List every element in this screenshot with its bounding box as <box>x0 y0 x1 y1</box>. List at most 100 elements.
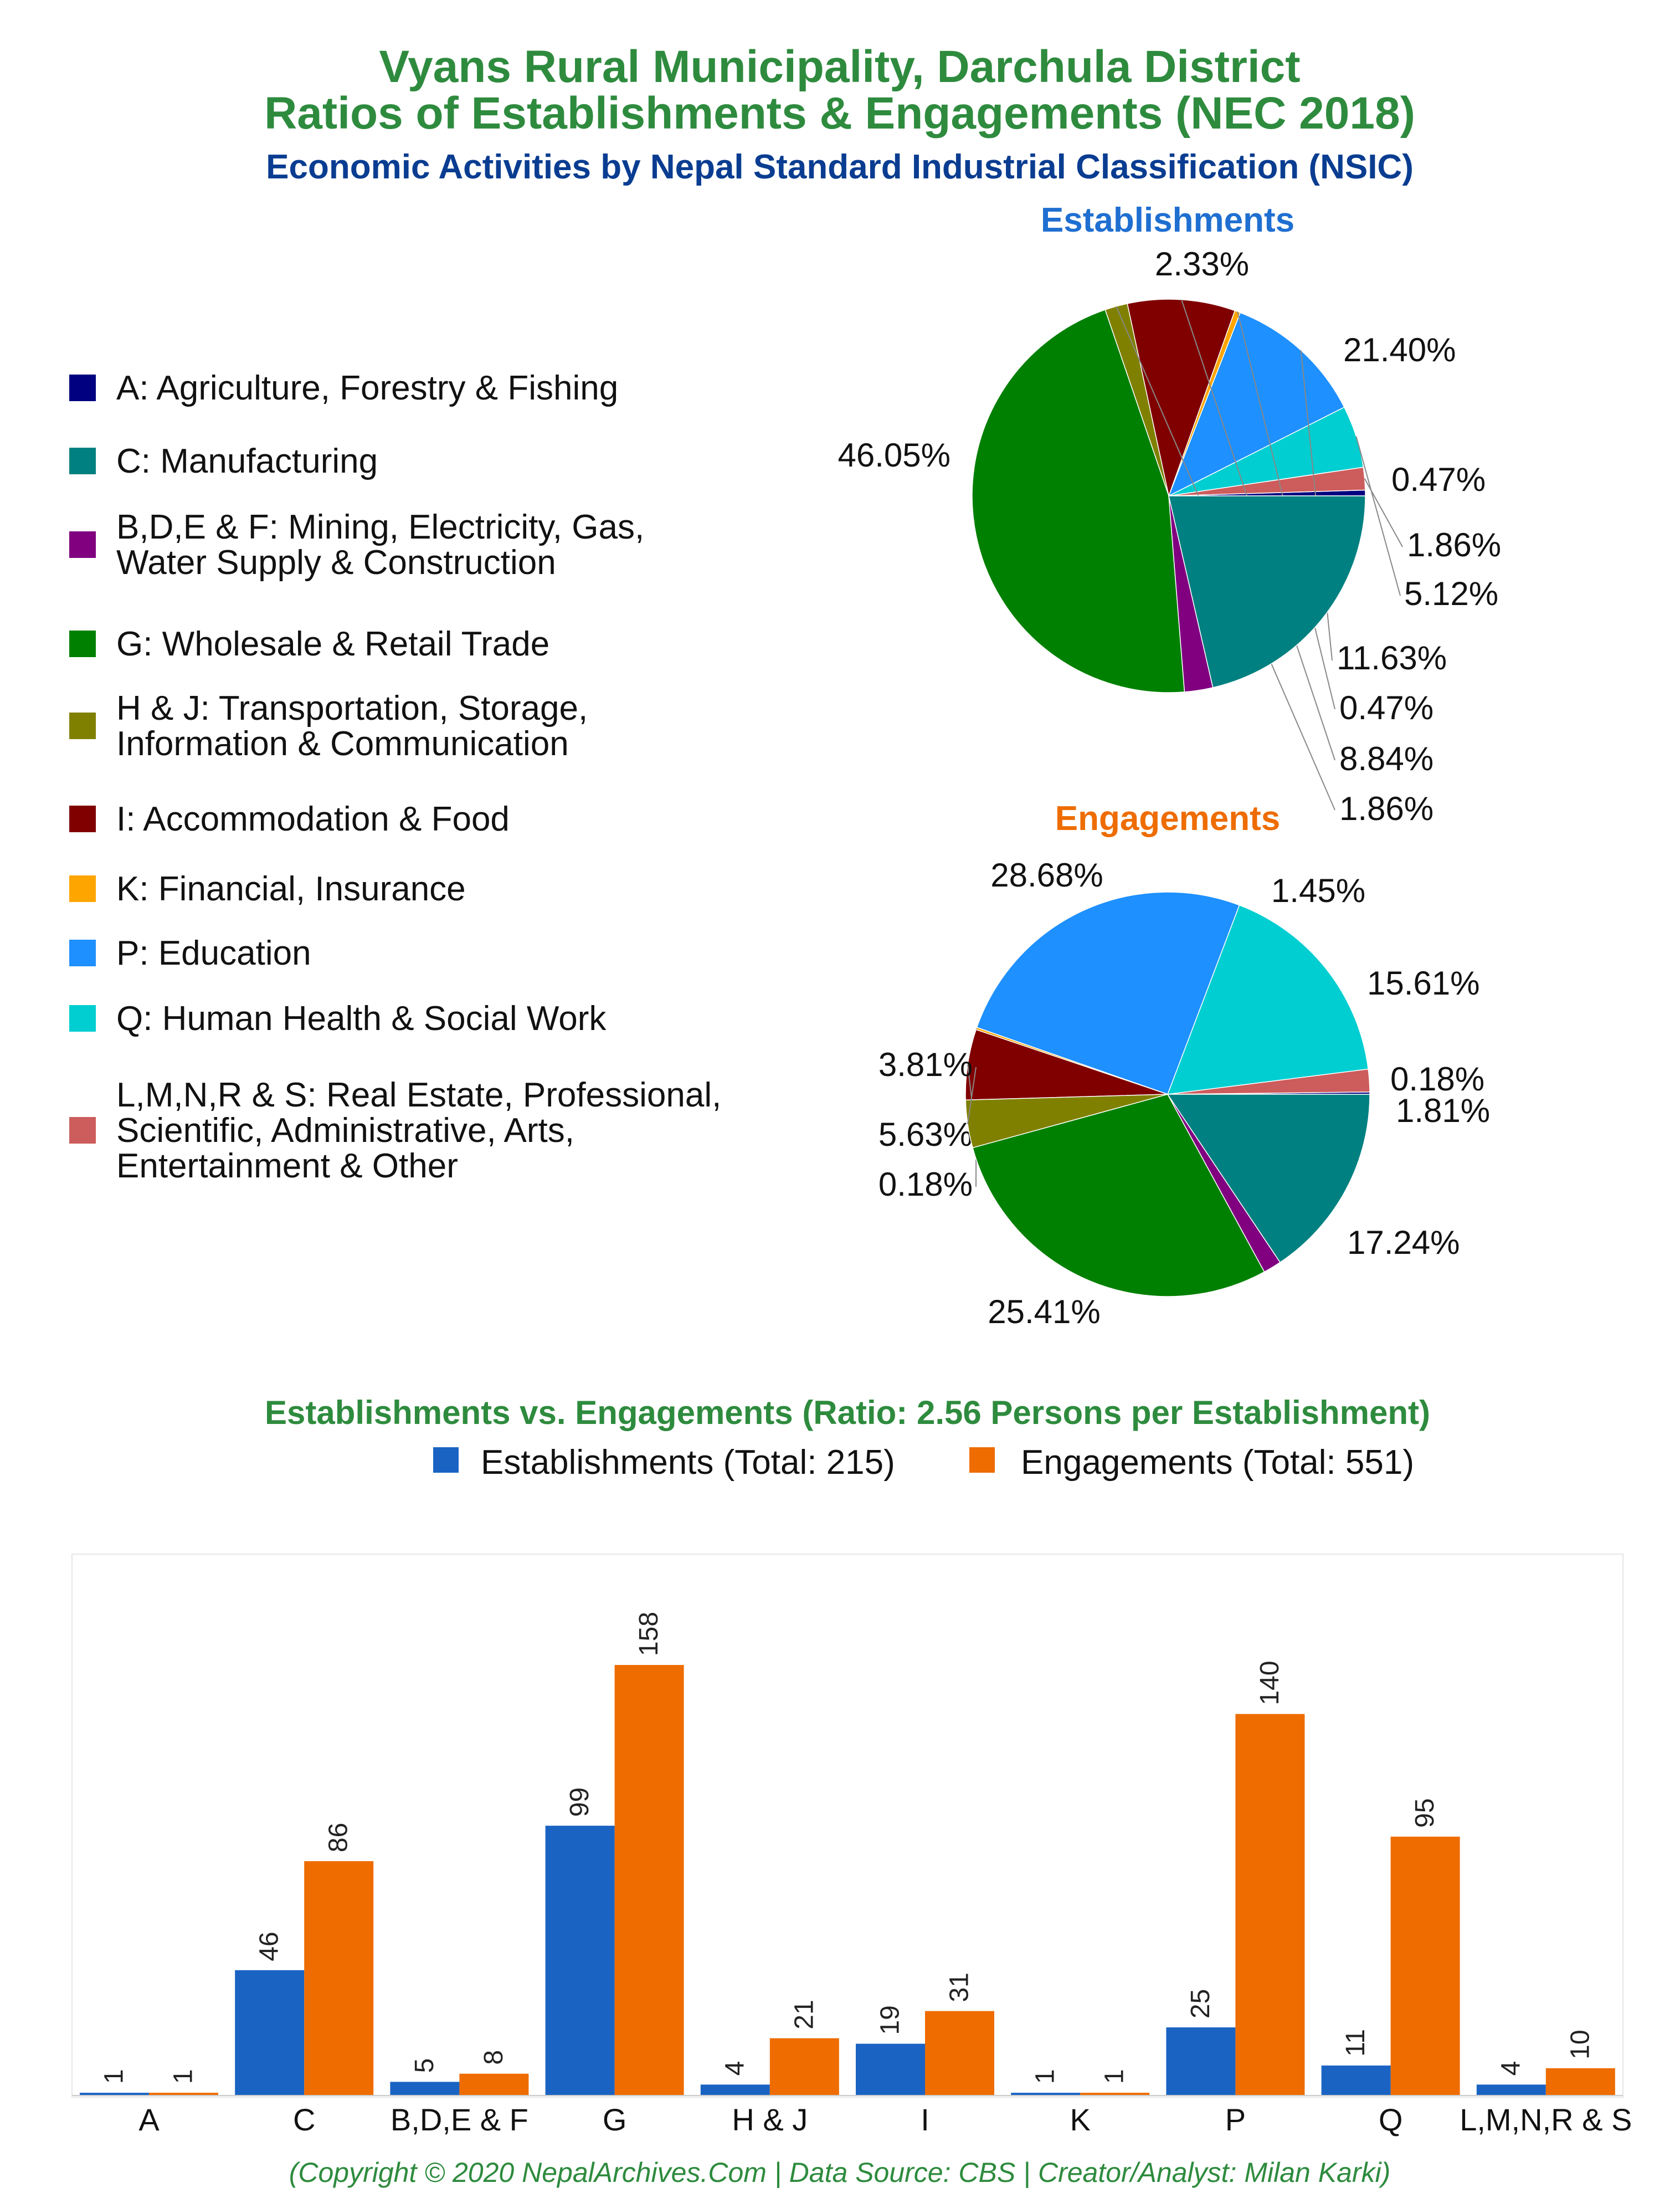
pie-percentage-label: 0.47% <box>1339 689 1434 726</box>
bar-plot-area <box>71 1553 1624 2098</box>
pie-leader-line <box>1355 436 1401 596</box>
pie-slice <box>1167 1094 1370 1263</box>
bar-engagements <box>1235 1714 1305 2095</box>
bar-value-label: 5 <box>410 2058 439 2073</box>
legend-label: L,M,N,R & S: Real Estate, Professional, <box>116 1076 721 1114</box>
pie-slice <box>965 1029 1168 1101</box>
pie-percentage-label: 28.68% <box>990 857 1103 894</box>
pie-percentage-label: 17.24% <box>1347 1224 1460 1261</box>
bar-establishments <box>80 2093 149 2095</box>
x-tick-label: I <box>921 2102 929 2137</box>
pie-percentage-label: 8.84% <box>1339 740 1434 777</box>
bar-value-label: 11 <box>1341 2029 1370 2057</box>
legend-label: Scientific, Administrative, Arts, <box>116 1111 574 1150</box>
legend-swatch-establishments <box>433 1447 459 1473</box>
pie-percentage-label: 15.61% <box>1367 965 1480 1002</box>
legend-swatch <box>69 713 96 739</box>
bar-value-label: 4 <box>1496 2061 1525 2076</box>
pie-percentage-label: 3.81% <box>878 1046 973 1083</box>
bar-engagements <box>149 2093 218 2095</box>
pie-slice <box>1167 904 1369 1095</box>
pie-title-establishments: Establishments <box>1041 201 1294 239</box>
pie-percentage-label: 1.86% <box>1339 790 1434 827</box>
bar-value-label: 1 <box>1100 2069 1129 2084</box>
pie-percentage-label: 25.41% <box>988 1293 1101 1330</box>
pie-percentage-label: 2.33% <box>1155 245 1249 283</box>
pie-title-engagements: Engagements <box>1055 800 1281 838</box>
bar-establishments <box>700 2084 770 2095</box>
pie-percentage-label: 1.81% <box>1396 1092 1490 1129</box>
legend-swatch <box>69 940 96 966</box>
bar-value-label: 99 <box>565 1787 594 1817</box>
legend-label: Entertainment & Other <box>116 1147 458 1185</box>
x-tick-label: C <box>293 2102 315 2137</box>
legend-label: B,D,E & F: Mining, Electricity, Gas, <box>116 508 644 546</box>
bar-establishments <box>235 1970 305 2095</box>
legend-label: K: Financial, Insurance <box>116 870 466 908</box>
bar-establishments <box>1476 2084 1546 2095</box>
pie-slice <box>1168 495 1366 688</box>
pie-percentage-label: 0.18% <box>1390 1060 1484 1098</box>
bar-engagements <box>459 2073 529 2095</box>
pie-percentage-label: 0.18% <box>878 1166 973 1203</box>
bar-value-label: 86 <box>324 1823 353 1852</box>
bar-value-label: 19 <box>876 2005 905 2035</box>
pie-slice <box>972 309 1185 693</box>
bar-value-label: 1 <box>1031 2069 1060 2084</box>
bar-establishments <box>856 2043 925 2095</box>
legend-label-establishments: Establishments (Total: 215) <box>481 1443 895 1482</box>
bar-value-label: 158 <box>634 1612 664 1656</box>
bar-establishments <box>1321 2065 1391 2095</box>
bar-value-label: 46 <box>255 1931 284 1961</box>
legend-label: P: Education <box>116 934 311 972</box>
legend-swatch <box>69 448 96 474</box>
bar-value-label: 1 <box>169 2069 198 2084</box>
bar-engagements <box>925 2011 994 2095</box>
legend-swatch <box>69 875 96 902</box>
bar-value-label: 25 <box>1186 1989 1215 2018</box>
bar-value-label: 21 <box>789 2000 819 2029</box>
bar-engagements <box>1545 2068 1615 2095</box>
bar-establishments <box>1011 2093 1081 2095</box>
pie-establishments: 0.47% 1.86% 5.12% 11.63% 0.47% 8.84% 1.86% 46.0… <box>838 245 1502 827</box>
legend-label: G: Wholesale & Retail Trade <box>116 625 549 663</box>
legend-swatch-engagements <box>969 1447 995 1473</box>
x-tick-label: K <box>1070 2102 1091 2137</box>
pie-percentage-label: 46.05% <box>838 437 951 474</box>
pie-percentage-label: 0.47% <box>1391 461 1486 498</box>
legend-swatch <box>69 1117 96 1144</box>
pie-slice <box>976 891 1240 1095</box>
legend-swatch <box>69 631 96 657</box>
bar-value-label: 4 <box>720 2061 749 2076</box>
legend-swatch <box>69 1005 96 1032</box>
bar-establishments <box>545 1826 615 2095</box>
x-tick-label: L,M,N,R & S <box>1460 2102 1632 2137</box>
subtitle: Economic Activities by Nepal Standard In… <box>266 148 1414 186</box>
pie-percentage-label: 1.86% <box>1407 526 1501 563</box>
bar-value-label: 95 <box>1410 1798 1440 1827</box>
bar-engagements <box>769 2038 839 2095</box>
legend-label-engagements: Engagements (Total: 551) <box>1021 1443 1414 1482</box>
legend-label: A: Agriculture, Forestry & Fishing <box>116 369 618 407</box>
bar-value-label: 10 <box>1565 2030 1595 2059</box>
legend-label: Information & Communication <box>116 725 569 763</box>
title-line-1: Vyans Rural Municipality, Darchula Distr… <box>379 42 1300 92</box>
bar-engagements <box>1080 2093 1150 2095</box>
x-tick-label: H & J <box>732 2102 808 2137</box>
pie-leader-line <box>967 1067 977 1124</box>
bar-value-label: 140 <box>1255 1661 1285 1705</box>
bar-value-label: 8 <box>479 2050 508 2065</box>
legend-swatch <box>69 806 96 832</box>
footer-credit: (Copyright © 2020 NepalArchives.Com | Da… <box>289 2157 1391 2189</box>
bar-engagements <box>614 1665 684 2095</box>
bar-value-label: 1 <box>100 2069 129 2084</box>
x-tick-label: P <box>1225 2102 1246 2137</box>
x-tick-label: Q <box>1379 2102 1403 2137</box>
bar-chart-title: Establishments vs. Engagements (Ratio: 2… <box>265 1394 1430 1431</box>
legend-swatch <box>69 531 96 558</box>
pie-percentage-label: 21.40% <box>1343 331 1456 368</box>
bar-engagements <box>304 1861 374 2095</box>
pie-percentage-label: 5.63% <box>878 1116 973 1153</box>
